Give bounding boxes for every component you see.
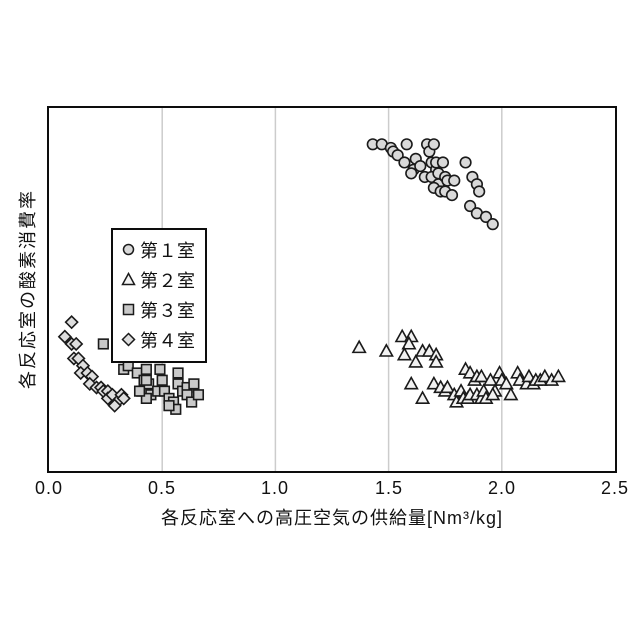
circle-marker-icon <box>122 243 135 256</box>
scatter-plot-canvas <box>57 108 566 471</box>
legend-label-room3: 第３室 <box>140 300 196 321</box>
plot-area: 第１室 第２室 第３室 第４室 <box>47 106 617 473</box>
x-tick-1: 0.5 <box>147 478 177 498</box>
legend-item-room3: 第３室 <box>121 297 197 322</box>
x-tick-4: 2.0 <box>487 478 517 498</box>
x-tick-2: 1.0 <box>260 478 290 498</box>
x-tick-5: 2.5 <box>600 478 630 498</box>
legend-label-room4: 第４室 <box>140 330 196 351</box>
legend-label-room1: 第１室 <box>140 240 196 261</box>
x-axis-ticks: 0.0 0.5 1.0 1.5 2.0 2.5 <box>0 478 640 500</box>
y-axis-label: 各反応室の酸素消費率 <box>18 189 38 389</box>
x-tick-0: 0.0 <box>34 478 64 498</box>
legend-item-room2: 第２室 <box>121 267 197 292</box>
legend-item-room4: 第４室 <box>121 327 197 352</box>
x-axis-label: 各反応室への高圧空気の供給量[Nm³/kg] <box>161 508 503 528</box>
triangle-marker-icon <box>121 272 136 286</box>
legend-label-room2: 第２室 <box>140 270 196 291</box>
diamond-marker-icon <box>121 332 136 347</box>
legend-item-room1: 第１室 <box>121 237 197 262</box>
legend: 第１室 第２室 第３室 第４室 <box>111 228 207 363</box>
x-tick-3: 1.5 <box>374 478 404 498</box>
square-marker-icon <box>122 303 135 316</box>
